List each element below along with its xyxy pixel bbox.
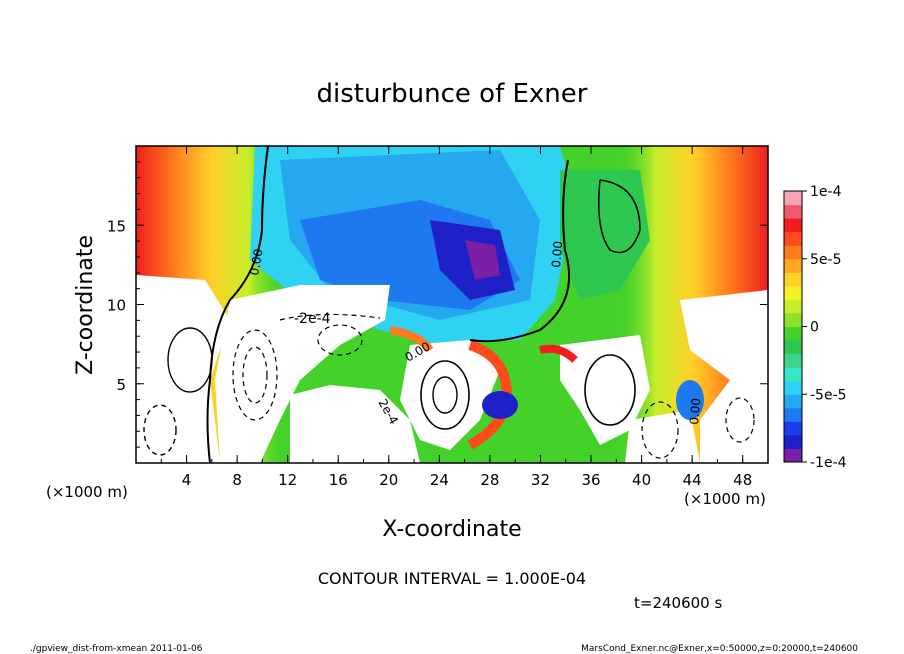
y-tick-label: 5: [116, 376, 126, 394]
y-tick-label: 10: [107, 297, 126, 315]
colorbar-segment: [784, 434, 802, 449]
colorbar-segment: [784, 299, 802, 314]
colorbar-segment: [784, 245, 802, 260]
colorbar-segment: [784, 448, 802, 463]
contour-labels: 0.00 -2e-4 0.00 0.00 0.00 2e-4: [247, 240, 703, 426]
colorbar-tick-label: -1e-4: [810, 455, 847, 471]
contour-label: -2e-4: [294, 311, 331, 327]
colorbar-tick-label: 1e-4: [810, 184, 842, 200]
x-tick-label: 40: [632, 471, 651, 489]
x-axis-label: X-coordinate: [382, 517, 521, 542]
colorbar-segment: [784, 231, 802, 246]
x-tick-label: 36: [581, 471, 600, 489]
footer-left: ./gpview_dist-from-xmean 2011-01-06: [30, 644, 203, 654]
contour-label: 0.00: [687, 397, 703, 425]
colorbar-segment: [784, 340, 802, 355]
contour-label: 0.00: [549, 240, 565, 268]
colorbar-segment: [784, 285, 802, 300]
x-unit-label-left: (×1000 m): [46, 483, 128, 501]
colorbar-segment: [784, 272, 802, 287]
x-axis-ticks: 4 8 12 16 20 24 28 32 36 40 44 48: [135, 146, 769, 489]
x-tick-label: 32: [531, 471, 550, 489]
colorbar-segment: [784, 191, 802, 206]
x-tick-label: 12: [278, 471, 297, 489]
y-axis-label: Z-coordinate: [73, 235, 98, 375]
colorbar-segment: [784, 312, 802, 327]
colorbar-segment: [784, 407, 802, 422]
colorbar-tick-label: 0: [810, 320, 819, 336]
colorbar-segment: [784, 218, 802, 233]
colorbar-tick-label: -5e-5: [810, 387, 847, 403]
x-tick-label: 4: [182, 471, 192, 489]
x-tick-label: 20: [379, 471, 398, 489]
x-tick-label: 8: [232, 471, 242, 489]
colorbar-segment: [784, 353, 802, 368]
contour-interval: CONTOUR INTERVAL = 1.000E-04: [318, 569, 586, 588]
filled-field: [136, 146, 768, 463]
chart-title: disturbunce of Exner: [317, 79, 588, 109]
x-unit-label-right: (×1000 m): [684, 490, 766, 508]
colorbar-tick-label: 5e-5: [810, 252, 841, 268]
y-axis-ticks: 5 10 15: [107, 145, 768, 464]
colorbar-segment: [784, 367, 802, 382]
x-tick-label: 48: [733, 471, 752, 489]
time-label: t=240600 s: [634, 594, 722, 612]
footer-right: MarsCond_Exner.nc@Exner,x=0:50000,z=0:20…: [581, 644, 858, 654]
colorbar-segment: [784, 258, 802, 273]
colorbar-segment: [784, 394, 802, 409]
contour-label: 0.00: [247, 248, 265, 277]
y-tick-label: 15: [107, 217, 126, 235]
colorbar-segment: [784, 204, 802, 219]
x-tick-label: 16: [329, 471, 348, 489]
colorbar-segment: [784, 421, 802, 436]
x-tick-label: 44: [683, 471, 702, 489]
colorbar: [784, 191, 802, 463]
colorbar-segment: [784, 380, 802, 395]
x-tick-label: 28: [480, 471, 499, 489]
x-tick-label: 24: [430, 471, 449, 489]
colorbar-ticks: 1e-4 5e-5 0 -5e-5 -1e-4: [802, 184, 847, 471]
colorbar-segment: [784, 326, 802, 341]
